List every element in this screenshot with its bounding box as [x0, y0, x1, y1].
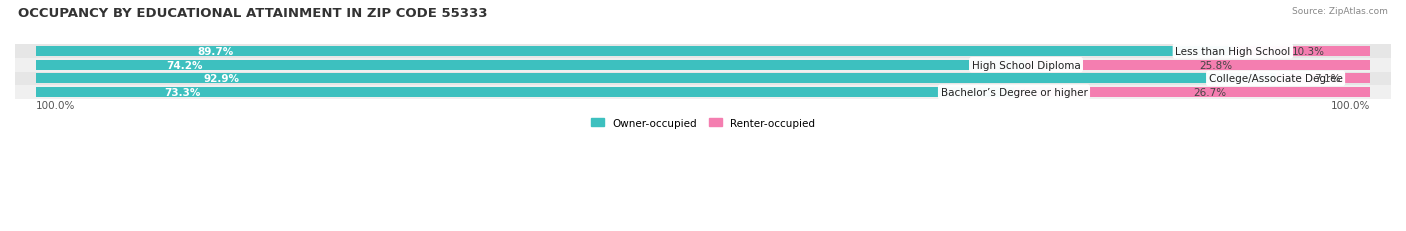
Text: 89.7%: 89.7%	[197, 47, 233, 57]
Text: Bachelor’s Degree or higher: Bachelor’s Degree or higher	[941, 88, 1087, 97]
Bar	[15, 45, 1391, 59]
Text: 74.2%: 74.2%	[166, 61, 202, 70]
Text: 7.1%: 7.1%	[1315, 74, 1341, 84]
Bar	[1233, 47, 1371, 57]
Bar	[1014, 88, 1371, 97]
Bar	[15, 59, 1391, 72]
Text: 10.3%: 10.3%	[1292, 47, 1324, 57]
Text: 25.8%: 25.8%	[1199, 61, 1232, 70]
Text: 73.3%: 73.3%	[165, 88, 201, 97]
Text: OCCUPANCY BY EDUCATIONAL ATTAINMENT IN ZIP CODE 55333: OCCUPANCY BY EDUCATIONAL ATTAINMENT IN Z…	[18, 7, 488, 20]
Text: Source: ZipAtlas.com: Source: ZipAtlas.com	[1292, 7, 1388, 16]
Text: 100.0%: 100.0%	[1331, 100, 1371, 110]
Text: 92.9%: 92.9%	[204, 74, 239, 84]
Text: 100.0%: 100.0%	[35, 100, 75, 110]
Bar	[1275, 74, 1371, 84]
Text: Less than High School: Less than High School	[1175, 47, 1291, 57]
Bar	[15, 86, 1391, 99]
Bar	[1026, 61, 1371, 70]
Text: 26.7%: 26.7%	[1194, 88, 1226, 97]
Text: College/Associate Degree: College/Associate Degree	[1209, 74, 1343, 84]
Bar	[35, 88, 1014, 97]
Bar	[15, 72, 1391, 86]
Bar	[35, 61, 1026, 70]
Bar	[35, 74, 1275, 84]
Text: High School Diploma: High School Diploma	[972, 61, 1080, 70]
Legend: Owner-occupied, Renter-occupied: Owner-occupied, Renter-occupied	[591, 118, 815, 128]
Bar	[35, 47, 1233, 57]
